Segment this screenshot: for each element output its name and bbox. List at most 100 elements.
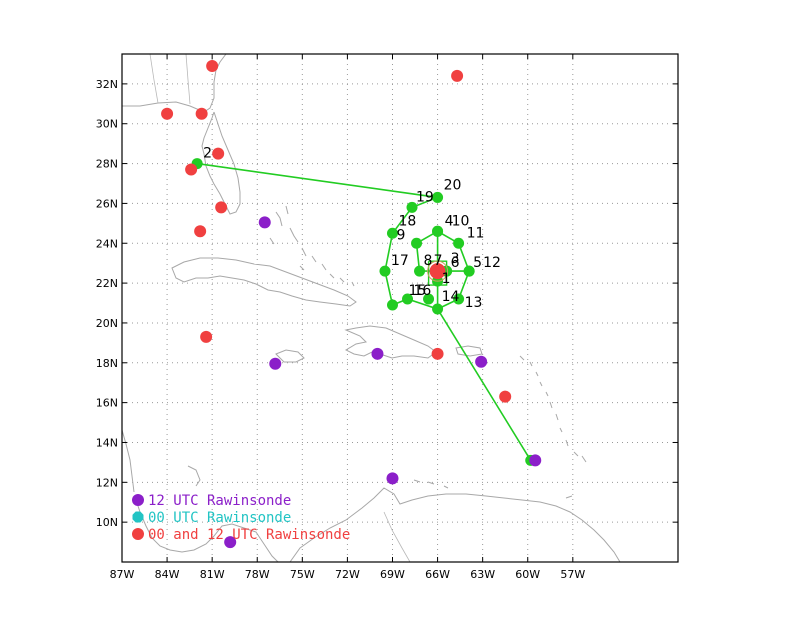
- y-tick-label: 30N: [96, 118, 118, 131]
- legend-marker-00_12utc: [132, 528, 144, 540]
- x-tick-label: 81W: [200, 568, 225, 581]
- dropsonde-point: [432, 191, 444, 203]
- dropsonde-point: [453, 237, 465, 249]
- flight-point-label: 7: [434, 253, 443, 269]
- rawinsonde-00-12utc: [451, 69, 464, 82]
- dropsonde-point: [379, 265, 391, 277]
- rawinsonde-00-12utc: [195, 107, 208, 120]
- flight-point-label: 18: [398, 213, 416, 229]
- y-tick-label: 24N: [96, 237, 118, 250]
- flight-point-label: 4: [445, 213, 454, 229]
- flight-point-label: 16: [414, 283, 432, 299]
- dropsonde-point: [432, 303, 444, 315]
- dropsonde-point: [414, 265, 426, 277]
- dropsonde-point: [453, 293, 465, 305]
- legend-label-00_12utc: 00 and 12 UTC Rawinsonde: [148, 527, 350, 543]
- dropsonde-point: [432, 225, 444, 237]
- rawinsonde-00-12utc: [212, 147, 225, 160]
- x-tick-label: 78W: [245, 568, 270, 581]
- flight-point-label: 20: [444, 177, 462, 193]
- x-tick-label: 72W: [335, 568, 360, 581]
- rawinsonde-00-12utc: [161, 107, 174, 120]
- y-tick-label: 18N: [96, 357, 118, 370]
- rawinsonde-12utc: [386, 472, 399, 485]
- y-tick-label: 16N: [96, 397, 118, 410]
- legend-marker-12utc: [132, 494, 144, 506]
- border-south-america: [383, 511, 411, 562]
- x-tick-label: 69W: [380, 568, 405, 581]
- y-tick-label: 20N: [96, 317, 118, 330]
- rawinsonde-12utc: [529, 454, 542, 467]
- coast-central-america: [122, 429, 279, 562]
- flight-point-label: 12: [483, 255, 501, 271]
- axis-ticks: 87W 84W 81W 78W 75W 72W 69W 66W 63W 60W 57W 10N 12N 1…: [96, 54, 678, 581]
- y-tick-label: 32N: [96, 78, 118, 91]
- y-tick-label: 12N: [96, 476, 118, 489]
- plot-frame: [121, 53, 679, 563]
- x-tick-label: 84W: [155, 568, 180, 581]
- rawinsonde-12utc: [371, 347, 384, 360]
- rawinsonde-12utc: [224, 536, 237, 549]
- flight-point-label: 19: [416, 189, 434, 205]
- flight-point-label: 8: [424, 253, 433, 269]
- x-tick-label: 60W: [515, 568, 540, 581]
- y-tick-label: 14N: [96, 436, 118, 449]
- rawinsonde-12utc: [269, 357, 282, 370]
- flight-point-label: 11: [467, 225, 485, 241]
- flight-point-label: 5: [473, 255, 482, 271]
- y-tick-label: 22N: [96, 277, 118, 290]
- x-tick-label: 66W: [425, 568, 450, 581]
- rawinsonde-sites: [161, 59, 542, 549]
- y-tick-label: 26N: [96, 197, 118, 210]
- coast-lesser-antilles: [519, 355, 587, 463]
- y-tick-label: 28N: [96, 158, 118, 171]
- border-us: [149, 54, 191, 105]
- flight-point-label: 13: [465, 295, 483, 311]
- coast-hispaniola: [344, 325, 437, 359]
- rawinsonde-00-12utc: [185, 163, 198, 176]
- y-tick-label: 10N: [96, 516, 118, 529]
- flight-point-label: 3: [451, 251, 460, 267]
- storm-center-marker: [429, 263, 446, 280]
- flight-point-label: 15: [409, 283, 427, 299]
- rawinsonde-00-12utc: [194, 225, 207, 238]
- x-tick-label: 87W: [110, 568, 135, 581]
- dropsonde-point: [386, 299, 398, 311]
- flight-track: [191, 158, 537, 466]
- flight-point-label: 6: [451, 255, 460, 271]
- dropsonde-point: [402, 293, 414, 305]
- rawinsonde-00-12utc: [200, 330, 213, 343]
- storm-center-ring: [427, 260, 449, 282]
- coast-cuba: [171, 257, 357, 307]
- flight-point-label: 2: [203, 146, 212, 162]
- dropsonde-point: [423, 293, 435, 305]
- coast-aruba-curacao: [413, 479, 573, 499]
- legend-label-12utc: 12 UTC Rawinsonde: [148, 493, 291, 509]
- flight-point-label: 1: [442, 271, 451, 287]
- dropsonde-point: [386, 227, 398, 239]
- flight-point-label: 10: [452, 213, 470, 229]
- rawinsonde-00-12utc: [431, 347, 444, 360]
- x-tick-label: 63W: [470, 568, 495, 581]
- coast-bahamas: [269, 205, 355, 287]
- legend-label-00utc: 00 UTC Rawinsonde: [148, 510, 291, 526]
- rawinsonde-00-12utc: [215, 201, 228, 214]
- coastlines: [122, 54, 621, 562]
- dropsonde-point: [411, 237, 423, 249]
- dropsonde-point: [463, 265, 475, 277]
- coast-puerto-rico: [455, 345, 483, 357]
- x-tick-label: 75W: [290, 568, 315, 581]
- legend-marker-00utc: [132, 511, 144, 523]
- coast-jamaica: [275, 349, 305, 363]
- x-tick-label: 57W: [560, 568, 585, 581]
- flight-point-label: 14: [442, 289, 460, 305]
- flight-point-label: 9: [397, 227, 406, 243]
- rawinsonde-12utc: [475, 355, 488, 368]
- coast-south-america: [289, 487, 621, 562]
- rawinsonde-00-12utc: [206, 59, 219, 72]
- flight-point-label: 17: [391, 253, 409, 269]
